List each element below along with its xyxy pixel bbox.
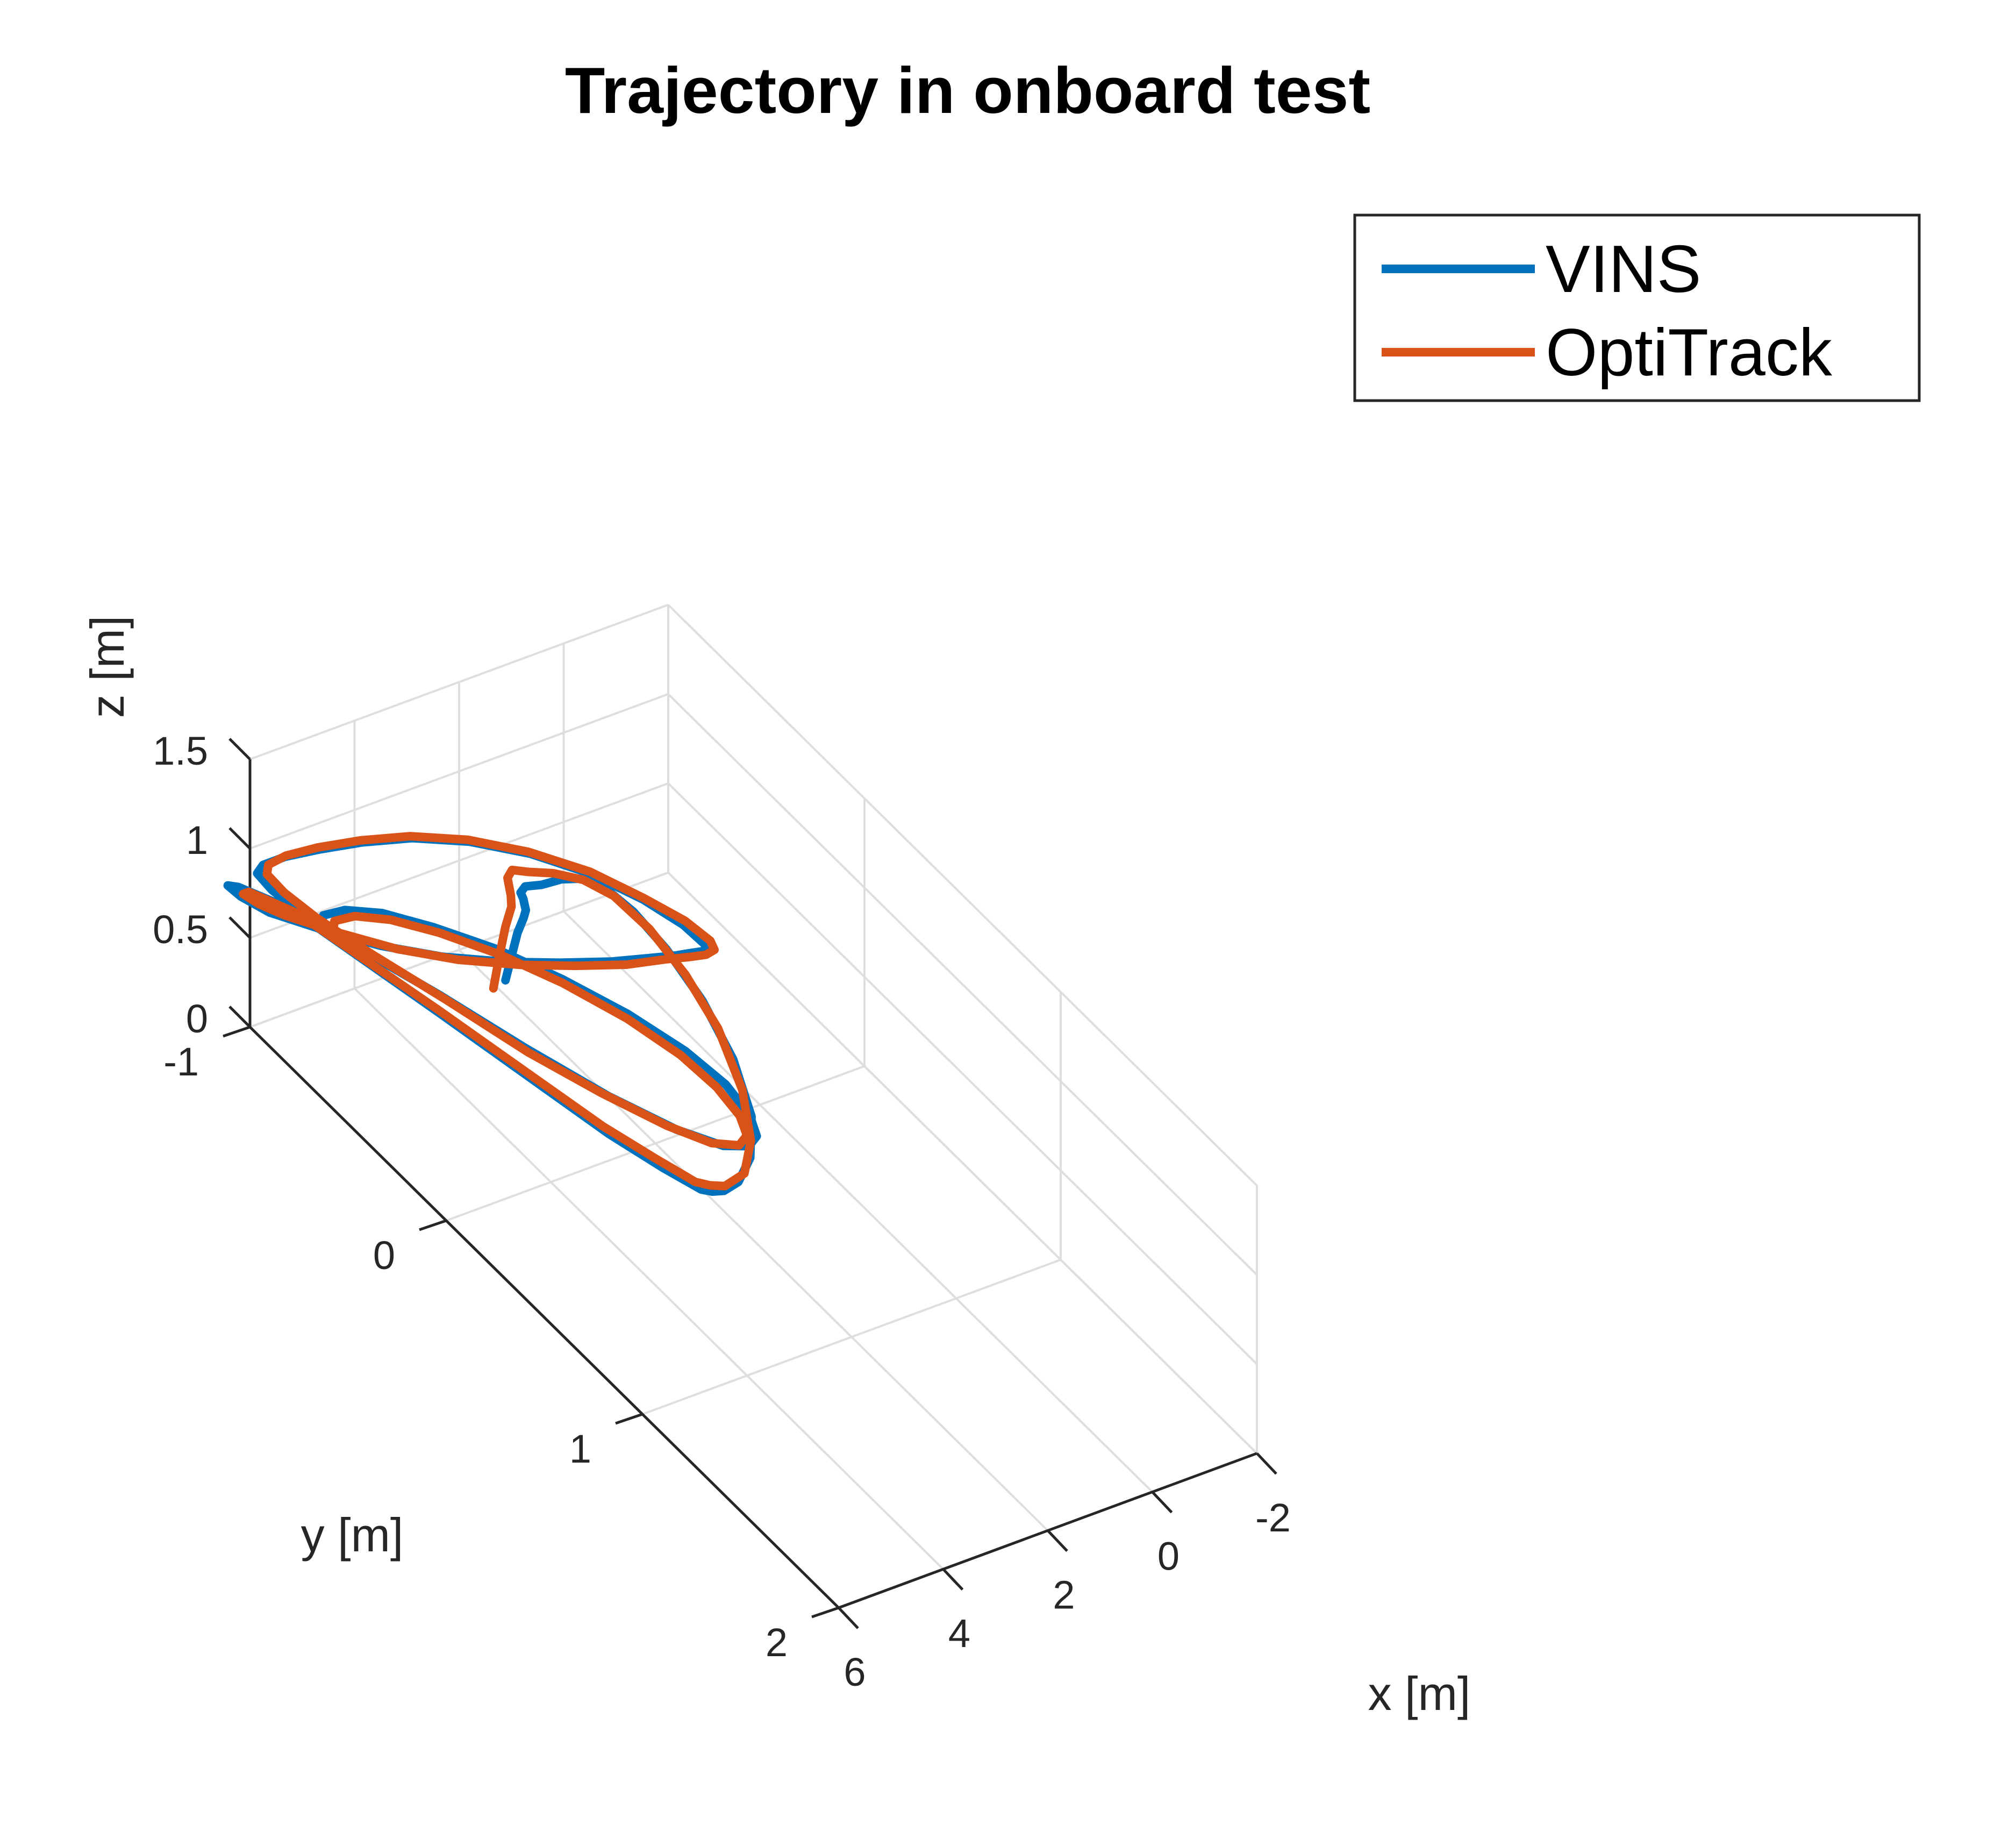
grid-line — [667, 872, 1258, 1455]
grid-line — [249, 603, 669, 760]
x-tick-mark — [1047, 1529, 1068, 1552]
x-tick-label: 6 — [843, 1650, 866, 1694]
y-tick-mark — [223, 1025, 251, 1038]
x-tick-mark — [1151, 1491, 1173, 1514]
grid-line — [667, 782, 1258, 1365]
grid-lines — [249, 603, 1258, 1609]
y-tick-label: 0 — [373, 1233, 395, 1278]
y-tick-label: 1 — [569, 1427, 591, 1471]
grid-line — [249, 693, 669, 850]
z-tick-label: 1.5 — [153, 729, 208, 773]
y-tick-mark — [615, 1413, 643, 1425]
grid-line — [642, 1258, 1061, 1415]
axes — [223, 738, 1277, 1629]
z-tick-mark — [228, 738, 251, 760]
z-tick-mark — [228, 916, 251, 939]
grid-line — [354, 987, 944, 1570]
legend-label-vins: VINS — [1546, 232, 1701, 306]
grid-line — [667, 604, 1258, 1187]
grid-line — [249, 782, 669, 939]
grid-line — [249, 871, 669, 1028]
legend-box — [1353, 213, 1921, 402]
z-tick-mark — [228, 827, 251, 850]
grid-line — [563, 910, 1153, 1493]
legend-label-optitrack: OptiTrack — [1546, 316, 1833, 390]
z-tick-mark — [228, 1006, 251, 1028]
z-axis-label: z [m] — [81, 616, 134, 718]
series-line-optitrack — [239, 832, 755, 1191]
y-tick-label: -1 — [163, 1039, 199, 1084]
grid-line — [667, 693, 1258, 1276]
y-axis-label: y [m] — [301, 1508, 404, 1562]
grid-line — [446, 1065, 865, 1222]
x-tick-mark — [942, 1568, 964, 1591]
y-tick-mark — [811, 1606, 839, 1619]
x-tick-label: 0 — [1157, 1534, 1179, 1579]
x-tick-label: 4 — [948, 1611, 970, 1656]
grid-line — [458, 949, 1049, 1531]
z-tick-label: 1 — [186, 818, 208, 863]
x-tick-mark — [838, 1607, 859, 1629]
z-tick-label: 0.5 — [153, 907, 208, 952]
y-tick-label: 2 — [766, 1620, 788, 1665]
x-tick-label: -2 — [1255, 1495, 1291, 1540]
series-line-vins — [223, 833, 761, 1196]
y-axis-line — [249, 1026, 840, 1609]
x-tick-mark — [1256, 1452, 1277, 1475]
chart-title: Trajectory in onboard test — [565, 54, 1370, 127]
x-axis-label: x [m] — [1368, 1667, 1471, 1720]
x-tick-label: 2 — [1053, 1572, 1075, 1617]
trajectory-series — [223, 832, 761, 1196]
legend: VINS OptiTrack — [1353, 213, 1921, 402]
y-tick-mark — [419, 1219, 447, 1231]
z-tick-label: 0 — [186, 996, 208, 1041]
